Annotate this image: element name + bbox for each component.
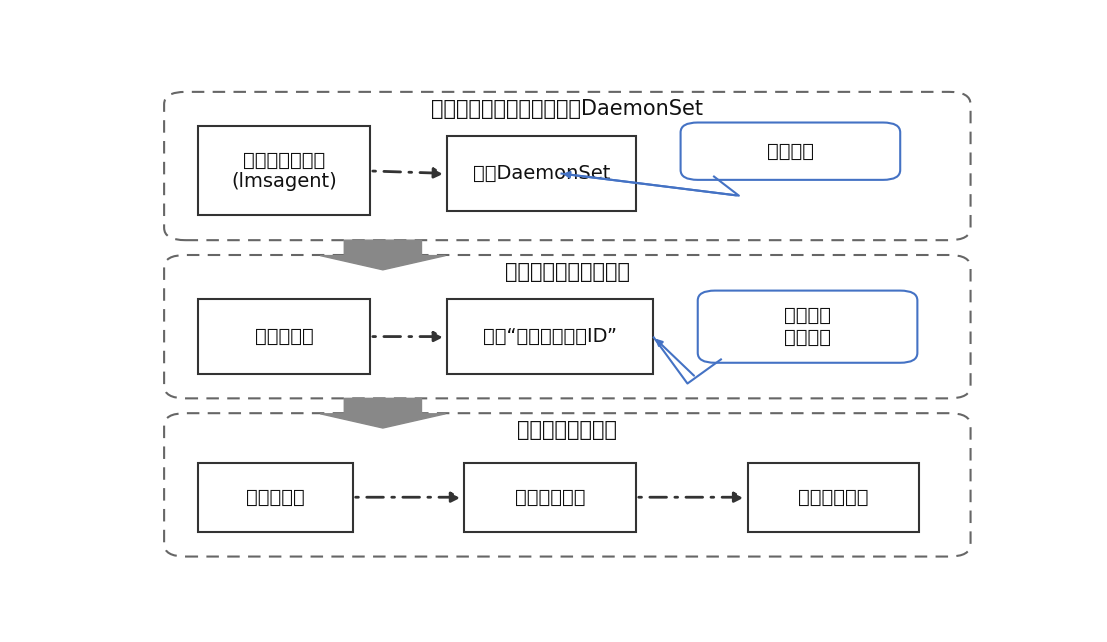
- FancyBboxPatch shape: [465, 463, 637, 532]
- Text: 日志服务采集配置: 日志服务采集配置: [517, 421, 618, 440]
- FancyBboxPatch shape: [198, 299, 370, 374]
- FancyBboxPatch shape: [198, 463, 353, 532]
- Polygon shape: [320, 398, 445, 428]
- FancyBboxPatch shape: [681, 123, 900, 180]
- Text: 应用到机器组: 应用到机器组: [798, 488, 869, 507]
- FancyBboxPatch shape: [747, 463, 919, 532]
- Text: 创建机器组: 创建机器组: [255, 327, 313, 346]
- Text: 选择日志源: 选择日志源: [246, 488, 306, 507]
- Text: 进行采集配置: 进行采集配置: [515, 488, 586, 507]
- FancyBboxPatch shape: [697, 291, 918, 363]
- Text: 容器服务上部署采集点代理DaemonSet: 容器服务上部署采集点代理DaemonSet: [432, 99, 703, 119]
- Text: 自动完成: 自动完成: [767, 142, 814, 160]
- FancyBboxPatch shape: [447, 299, 653, 374]
- FancyBboxPatch shape: [198, 126, 370, 216]
- Text: 日志服务，创建机器组: 日志服务，创建机器组: [505, 263, 630, 282]
- Text: 应用DaemonSet: 应用DaemonSet: [473, 164, 610, 183]
- Text: 创建“容器服务集群ID”: 创建“容器服务集群ID”: [483, 327, 618, 346]
- Text: 自动完成
动态伸缩: 自动完成 动态伸缩: [784, 306, 831, 347]
- FancyBboxPatch shape: [447, 136, 635, 211]
- Text: 下载采集点代理
(lmsagent): 下载采集点代理 (lmsagent): [231, 150, 338, 191]
- Polygon shape: [320, 240, 445, 270]
